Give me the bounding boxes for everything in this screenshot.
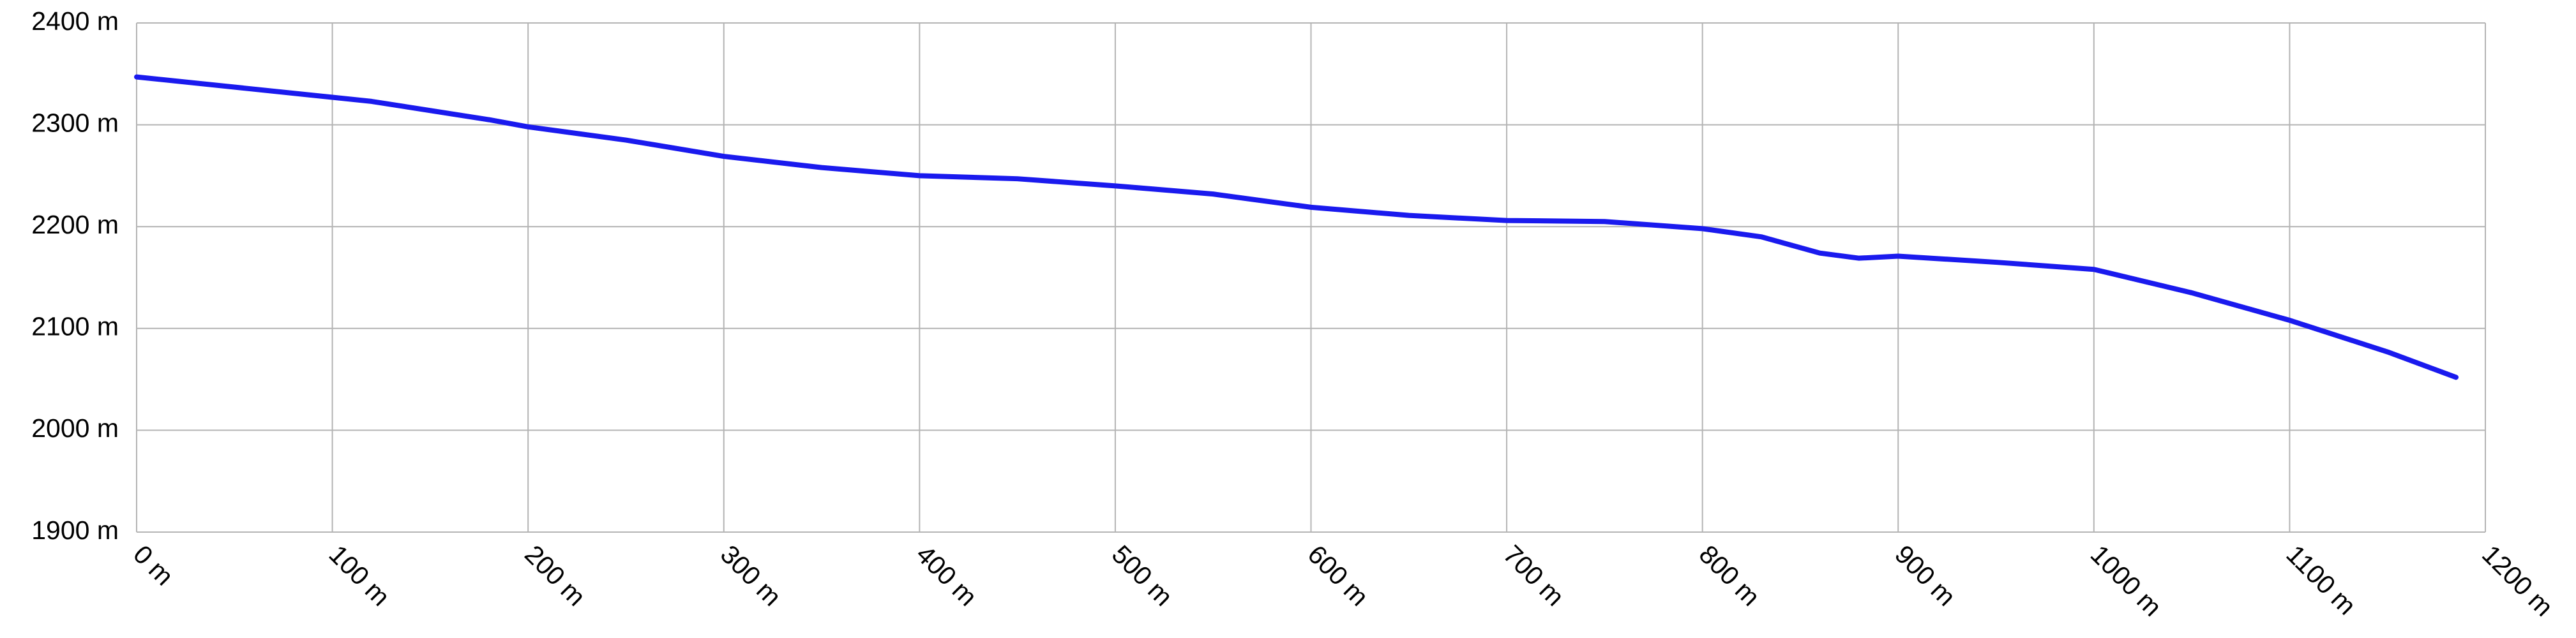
x-tick-label: 900 m (1889, 539, 1961, 611)
y-tick-label: 2200 m (31, 210, 119, 239)
y-tick-label: 2300 m (31, 108, 119, 137)
x-tick-label: 800 m (1694, 539, 1766, 611)
x-tick-label: 400 m (910, 539, 983, 611)
x-tick-label: 100 m (324, 539, 396, 611)
y-tick-label: 2000 m (31, 413, 119, 443)
x-tick-label: 300 m (715, 539, 787, 611)
y-tick-label: 2100 m (31, 312, 119, 341)
y-tick-label: 1900 m (31, 516, 119, 545)
y-tick-label: 2400 m (31, 6, 119, 36)
x-tick-label: 0 m (128, 539, 179, 591)
elevation-line (134, 74, 2459, 380)
x-tick-label: 1200 m (2476, 539, 2559, 621)
x-tick-label: 1000 m (2085, 539, 2167, 621)
x-tick-label: 1100 m (2280, 539, 2361, 620)
x-tick-label: 500 m (1106, 539, 1179, 611)
x-tick-label: 200 m (519, 539, 591, 611)
x-tick-label: 700 m (1498, 539, 1570, 611)
x-tick-label: 600 m (1302, 539, 1374, 611)
